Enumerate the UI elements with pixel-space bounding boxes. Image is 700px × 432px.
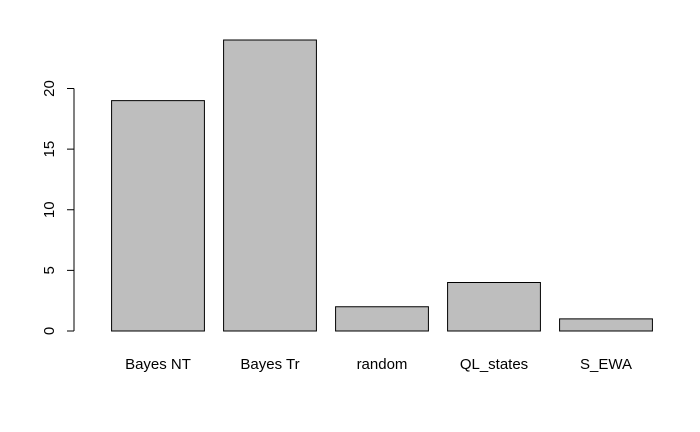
bar [223, 39, 317, 332]
bar [447, 282, 541, 332]
x-category-label: Bayes Tr [240, 356, 299, 373]
bars [111, 39, 653, 332]
x-category-label: random [357, 356, 408, 373]
y-axis: 0 5 10 15 20 [41, 80, 75, 335]
bar [559, 318, 653, 332]
x-axis-labels: Bayes NT Bayes Tr random QL_states S_EWA [125, 356, 632, 373]
x-category-label: Bayes NT [125, 356, 191, 373]
x-category-label: QL_states [460, 356, 528, 373]
y-tick-label: 20 [41, 80, 58, 97]
y-tick-label: 5 [41, 266, 58, 274]
x-category-label: S_EWA [580, 356, 632, 373]
bar [111, 100, 205, 332]
y-tick-label: 0 [41, 327, 58, 335]
bar [335, 306, 429, 332]
y-tick-label: 10 [41, 201, 58, 218]
y-tick-label: 15 [41, 141, 58, 158]
